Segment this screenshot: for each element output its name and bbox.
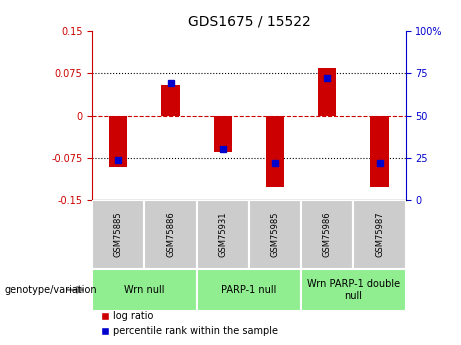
Text: Wrn null: Wrn null	[124, 285, 165, 295]
Bar	[249, 200, 301, 269]
Text: PARP-1 null: PARP-1 null	[221, 285, 277, 295]
Bar	[144, 200, 197, 269]
Bar	[301, 200, 354, 269]
Text: GSM75987: GSM75987	[375, 212, 384, 257]
Text: genotype/variation: genotype/variation	[5, 285, 97, 295]
Bar	[92, 200, 144, 269]
Text: GSM75931: GSM75931	[219, 212, 227, 257]
Bar	[92, 269, 197, 310]
Bar	[371, 116, 389, 187]
Text: GSM75985: GSM75985	[271, 212, 279, 257]
Title: GDS1675 / 15522: GDS1675 / 15522	[188, 14, 310, 29]
Bar	[318, 68, 337, 116]
Bar	[197, 269, 301, 310]
Text: Wrn PARP-1 double
null: Wrn PARP-1 double null	[307, 279, 400, 300]
Bar	[301, 269, 406, 310]
Bar	[354, 200, 406, 269]
Text: GSM75886: GSM75886	[166, 212, 175, 257]
Bar	[266, 116, 284, 187]
Bar	[109, 116, 127, 167]
Text: GSM75986: GSM75986	[323, 212, 332, 257]
Text: GSM75885: GSM75885	[114, 212, 123, 257]
Bar	[213, 116, 232, 152]
Bar	[161, 85, 180, 116]
Bar	[197, 200, 249, 269]
Legend: log ratio, percentile rank within the sample: log ratio, percentile rank within the sa…	[97, 307, 282, 340]
